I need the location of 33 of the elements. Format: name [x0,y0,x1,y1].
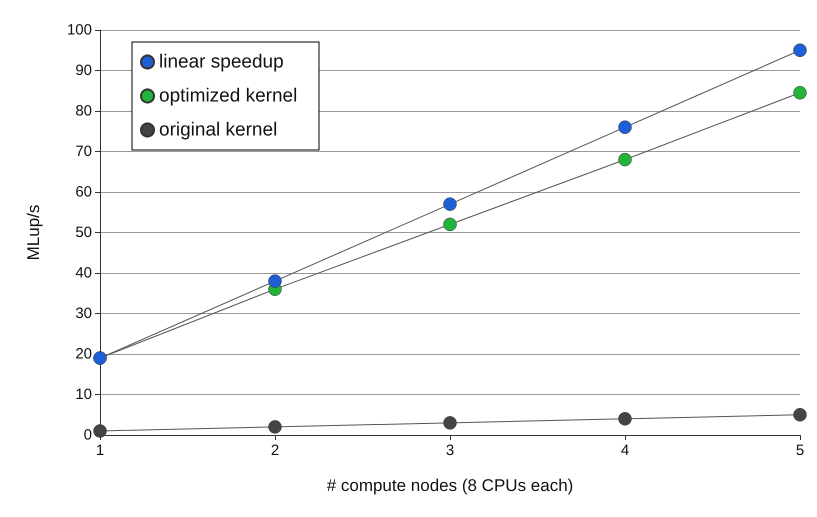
point [793,44,807,57]
x-tick-label: 5 [796,442,804,459]
point [618,152,632,166]
y-tick-label: 30 [75,305,92,322]
x-tick-label: 3 [446,442,454,459]
y-tick-label: 40 [75,264,92,282]
y-tick-label: 80 [75,102,92,120]
y-tick-label: 90 [75,62,92,79]
x-tick-label: 1 [96,442,104,459]
legend-label: optimized kernel [159,86,298,106]
point [268,274,282,288]
legend-label: original kernel [159,120,278,140]
x-tick-label: 2 [270,442,280,459]
point [793,408,807,422]
y-axis-title: MLup/s [24,204,43,260]
point [618,120,632,134]
point [618,412,632,426]
y-tick-label: 20 [75,346,92,362]
y-tick-label: 0 [84,426,92,444]
y-tick-label: 50 [75,224,92,241]
point [443,218,457,232]
y-tick-label: 70 [75,143,92,160]
point [443,416,457,430]
legend-label: linear speedup [159,52,284,72]
point [793,86,807,100]
x-tick-label: 4 [620,442,630,459]
y-tick-label: 60 [75,184,92,200]
point [268,420,282,434]
y-tick-label: 100 [66,22,92,38]
x-axis-title: # compute nodes (8 CPUs each) [326,476,574,495]
point [93,424,107,438]
y-tick-label: 10 [75,386,92,403]
point [443,197,457,211]
